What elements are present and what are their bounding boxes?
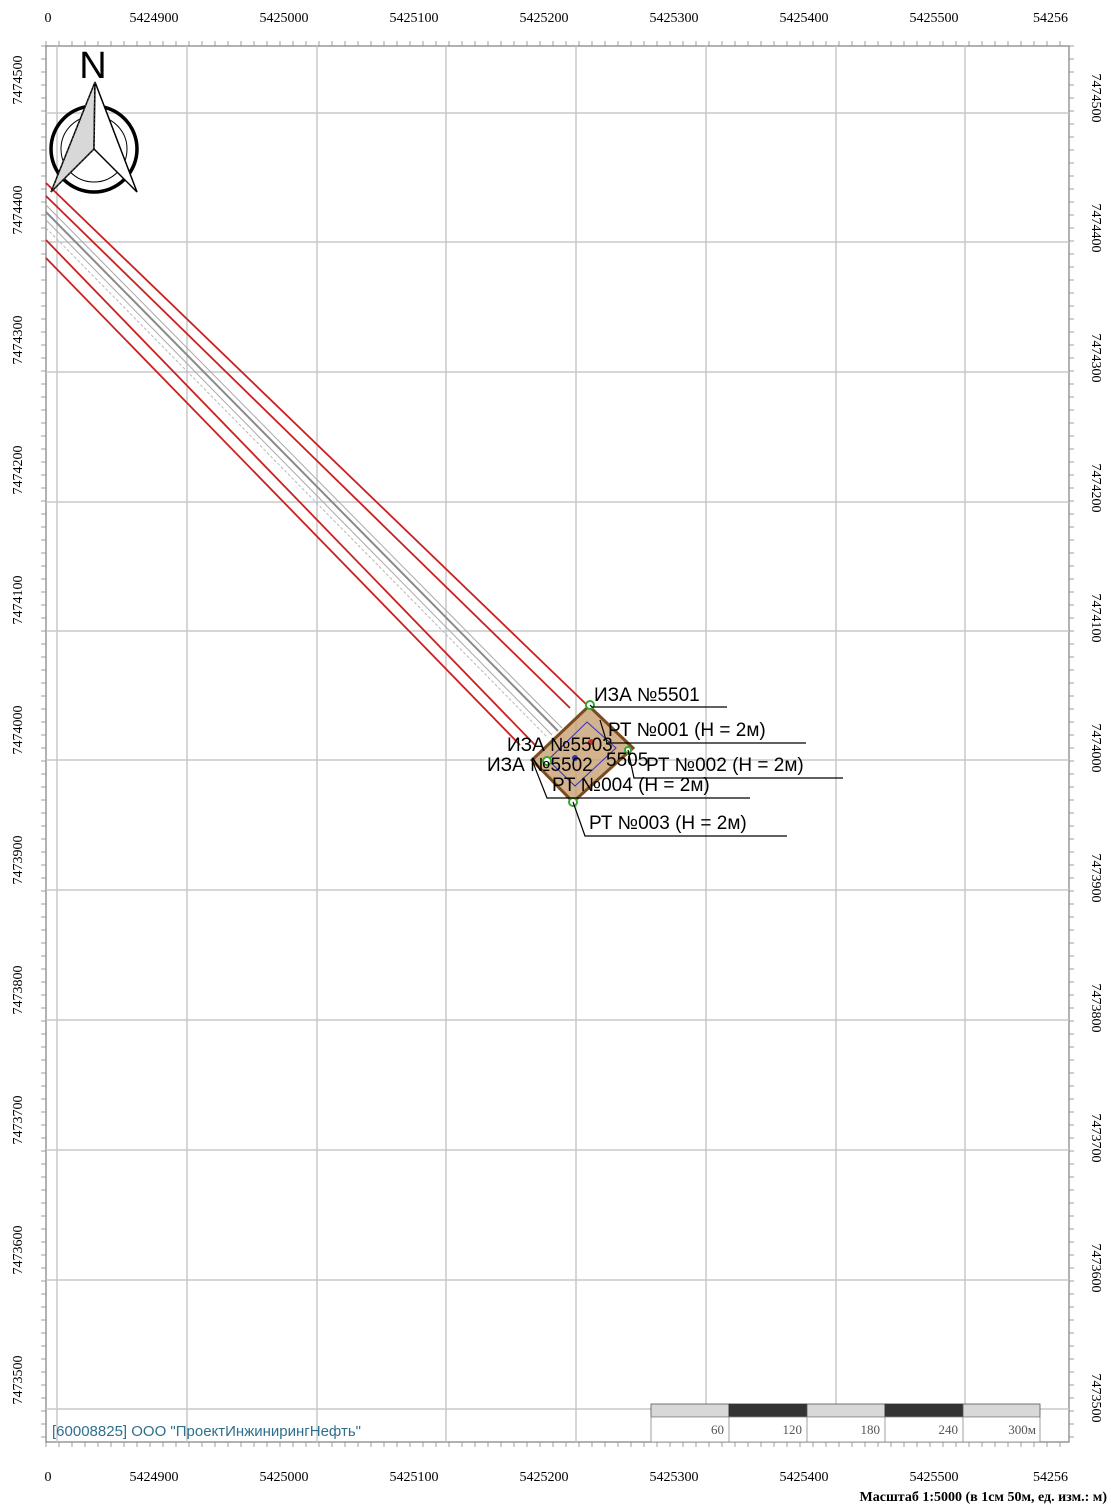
axis-ticks [41, 41, 1074, 1447]
x-tick-label: 5425200 [520, 1470, 569, 1485]
y-tick-label: 7474300 [1088, 334, 1103, 383]
sanitary-zone-lines [45, 182, 589, 746]
y-tick-label: 7473500 [11, 1356, 26, 1405]
label-leaders [531, 704, 843, 837]
label-rt-002: РТ №002 (Н = 2м) [646, 755, 804, 776]
y-tick-label: 7474000 [1088, 724, 1103, 773]
scale-segment-dark [884, 1403, 964, 1418]
north-label: N [79, 45, 106, 87]
scale-label: 300м [1008, 1422, 1036, 1437]
y-tick-label: 7474000 [11, 706, 26, 755]
x-tick-label: 5424900 [130, 11, 179, 26]
label-iza-overlap-a: ИЗА №5503 [507, 735, 613, 756]
x-tick-label: 5425000 [260, 11, 309, 26]
x-tick-label: 5425500 [910, 11, 959, 26]
y-tick-label: 7474400 [11, 186, 26, 235]
leader-iza-5501 [589, 704, 727, 708]
x-edge-right-top: 54256 [1033, 11, 1068, 26]
leader-rt-002 [627, 749, 843, 779]
y-tick-label: 7473900 [11, 836, 26, 885]
zone-line-outer-bottom [45, 257, 521, 746]
company-label: [60008825] ООО "ПроектИнжинирингНефть" [52, 1423, 361, 1440]
x-tick-label: 5425400 [780, 1470, 829, 1485]
x-edge-right-bottom: 54256 [1033, 1470, 1068, 1485]
y-axis-labels-right: 7474500 7474400 7474300 7474200 7474100 … [1088, 74, 1103, 1423]
scale-label: 120 [783, 1422, 803, 1437]
label-iza-5501: ИЗА №5501 [594, 685, 700, 706]
x-edge-left-top: 0 [45, 11, 52, 26]
arrow-hatching [50, 81, 96, 193]
y-tick-label: 7474200 [1088, 464, 1103, 513]
y-tick-label: 7473600 [1088, 1244, 1103, 1293]
y-tick-label: 7474300 [11, 316, 26, 365]
label-iza-overlap-b: ИЗА №5502 [487, 755, 593, 776]
label-iza-overlap-c: 5505 [606, 750, 648, 771]
x-axis-labels-top: 0 5424900 5425000 5425100 5425200 542530… [45, 11, 1069, 26]
coordinate-grid [46, 46, 1069, 1442]
x-tick-label: 5425400 [780, 11, 829, 26]
scale-segment-light [806, 1403, 886, 1418]
map-labels: ИЗА №5501 РТ №001 (Н = 2м) ИЗА №5503 ИЗА… [487, 685, 804, 834]
x-tick-label: 5425300 [650, 11, 699, 26]
label-rt-004: РТ №004 (Н = 2м) [552, 775, 710, 796]
y-tick-label: 7473800 [11, 966, 26, 1015]
leader-rt-003 [572, 801, 787, 837]
pipeline-corridor [45, 204, 563, 739]
y-tick-label: 7474100 [11, 576, 26, 625]
scale-segment-light [650, 1403, 730, 1418]
x-edge-left-bottom: 0 [45, 1470, 52, 1485]
y-tick-label: 7473600 [11, 1226, 26, 1275]
zone-line-inner-top [45, 195, 571, 709]
scale-label: 60 [711, 1422, 724, 1437]
pipeline-edge [45, 219, 553, 736]
pipeline-center [45, 211, 559, 732]
x-tick-label: 5424900 [130, 1470, 179, 1485]
y-axis-labels-left: 7474500 7474400 7474300 7474200 7474100 … [11, 56, 26, 1405]
zone-line-inner-bottom [45, 239, 536, 746]
zone-line-outer-top [45, 182, 589, 707]
x-tick-label: 5425100 [390, 11, 439, 26]
y-tick-label: 7474500 [1088, 74, 1103, 123]
y-tick-label: 7474200 [11, 446, 26, 495]
scale-segment-dark [728, 1403, 808, 1418]
x-tick-label: 5425300 [650, 1470, 699, 1485]
scale-bar: 60 120 180 240 300м [650, 1403, 1041, 1443]
pipeline-edge [45, 227, 549, 739]
x-tick-label: 5425000 [260, 1470, 309, 1485]
scale-label-box [650, 1416, 1041, 1443]
x-tick-label: 5425100 [390, 1470, 439, 1485]
scale-label: 180 [861, 1422, 881, 1437]
source-point [588, 739, 594, 745]
source-point [572, 755, 578, 761]
y-tick-label: 7474400 [1088, 204, 1103, 253]
source-marker [542, 756, 552, 766]
leader-rt-001 [599, 719, 806, 744]
leader-rt-004 [531, 759, 750, 799]
y-tick-label: 7473800 [1088, 984, 1103, 1033]
scale-label: 240 [939, 1422, 959, 1437]
pipeline-edge [45, 204, 563, 729]
x-tick-label: 5425500 [910, 1470, 959, 1485]
y-tick-label: 7473700 [11, 1096, 26, 1145]
x-axis-labels-bottom: 0 5424900 5425000 5425100 5425200 542530… [45, 1470, 1069, 1485]
north-arrow-icon: N [49, 45, 139, 194]
scale-caption: Масштаб 1:5000 (в 1см 50м, ед. изм.: м) [859, 1490, 1107, 1505]
label-rt-001: РТ №001 (Н = 2м) [608, 720, 766, 741]
y-tick-label: 7473700 [1088, 1114, 1103, 1163]
y-tick-label: 7474100 [1088, 594, 1103, 643]
y-tick-label: 7473500 [1088, 1374, 1103, 1423]
y-tick-label: 7474500 [11, 56, 26, 105]
label-rt-003: РТ №003 (Н = 2м) [589, 813, 747, 834]
y-tick-label: 7473900 [1088, 854, 1103, 903]
x-tick-label: 5425200 [520, 11, 569, 26]
scale-segment-light [962, 1403, 1041, 1418]
